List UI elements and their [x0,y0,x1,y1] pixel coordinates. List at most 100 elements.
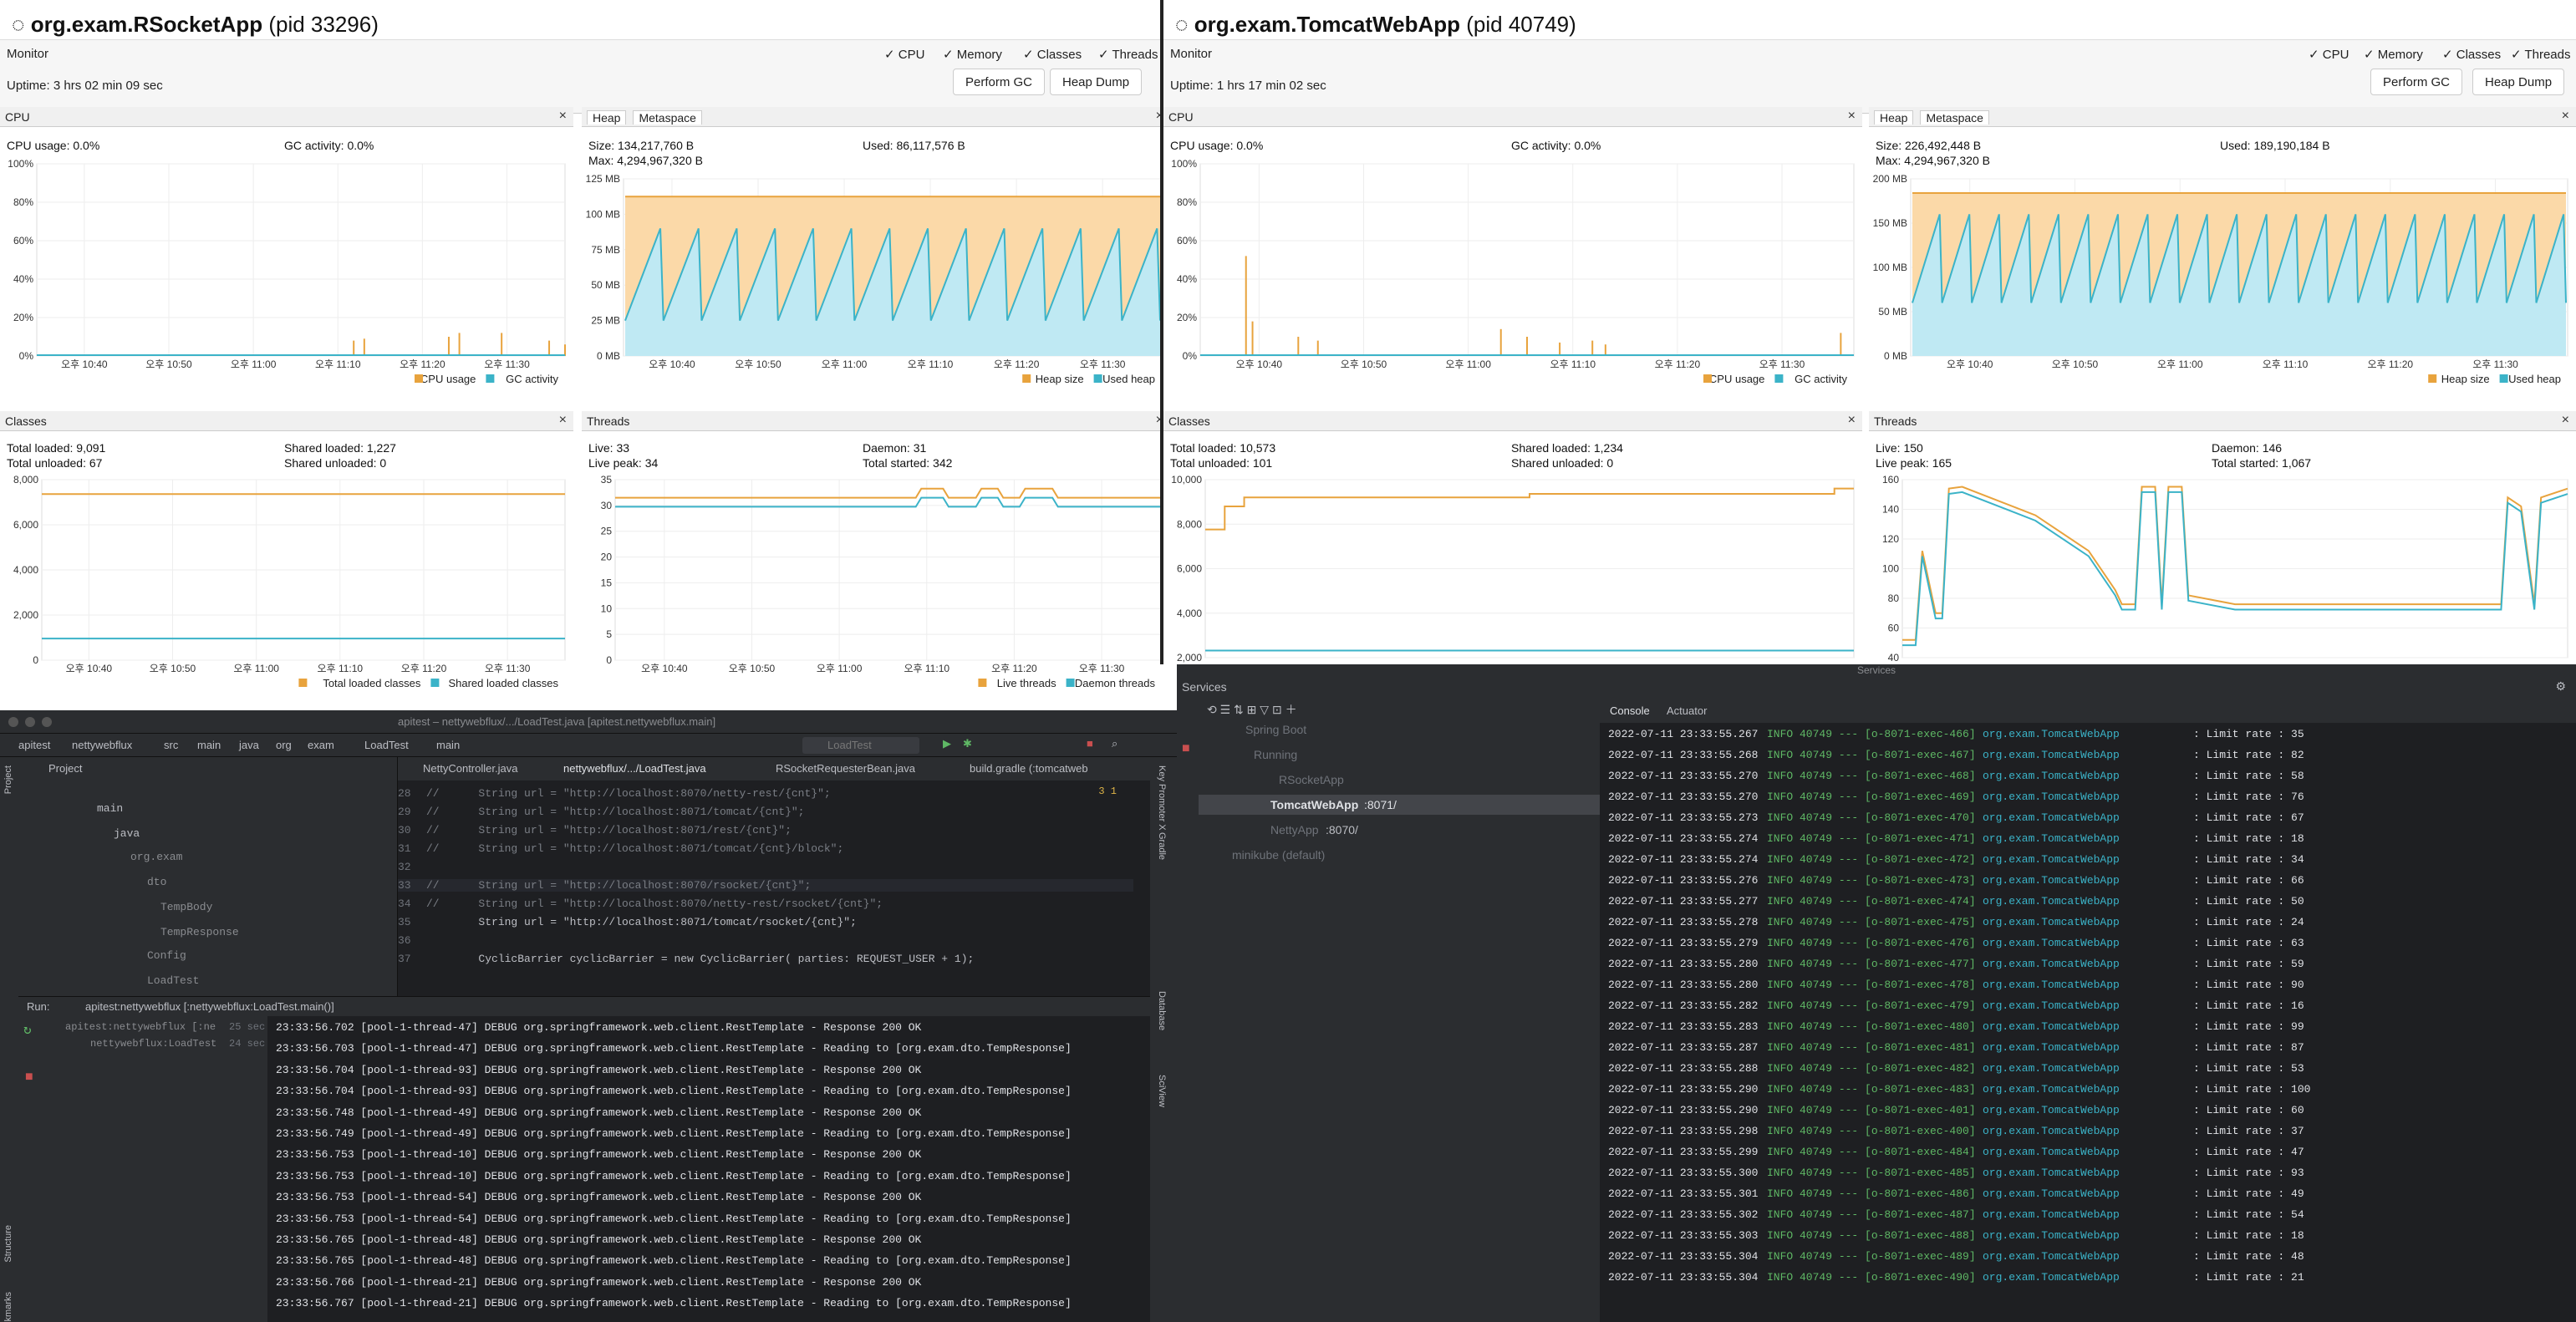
project-panel-title[interactable]: Project [48,762,83,775]
window-zoom-dot[interactable] [42,717,52,727]
tab-console[interactable]: Console [1610,704,1650,717]
tree-item[interactable]: dto [147,876,167,888]
close-icon[interactable]: × [2561,109,2569,123]
perform-gc-button[interactable]: Perform GC [2370,69,2463,95]
code-editor[interactable]: 3 1 28 // String url = "http://localhost:… [398,780,1150,996]
tab-metaspace[interactable]: Metaspace [633,110,702,125]
sciview-tool-label[interactable]: SciView [1157,1075,1167,1107]
tree-item[interactable]: org.exam [130,851,183,863]
breadcrumb-org[interactable]: org [276,739,292,751]
close-icon[interactable]: × [1847,109,1856,123]
perform-gc-button[interactable]: Perform GC [953,69,1046,95]
memory-checkbox[interactable]: ✓ Memory [943,48,1002,62]
debug-icon[interactable]: ✱ [963,737,972,750]
code-line[interactable]: 34 // String url = "http://localhost:8070… [398,897,1133,910]
services-toolbar-icons[interactable]: ⟲ ☰ ⇅ ⊞ ▽ ⊡ ＋ [1207,703,1297,716]
memory-checkbox[interactable]: ✓ Memory [2364,48,2423,62]
code-line[interactable]: 33 // String url = "http://localhost:8070… [398,879,1133,892]
key-promoter-tool-label[interactable]: Key Promoter X [1157,765,1167,831]
project-tool-label[interactable]: Project [3,765,13,795]
code-line[interactable]: 35 String url = "http://localhost:8071/t… [398,916,1133,928]
code-line[interactable]: 32 [398,861,1133,873]
breadcrumb-exam[interactable]: exam [308,739,334,751]
tree-item[interactable]: TempBody [160,901,213,913]
cpu-checkbox[interactable]: ✓ CPU [884,48,925,62]
tree-row[interactable]: Running [1199,745,1600,765]
nettyapp-port[interactable]: :8070/ [1326,823,1358,836]
threads-checkbox[interactable]: ✓ Threads [1098,48,1158,62]
tab-metaspace[interactable]: Metaspace [1920,110,1989,125]
warning-count[interactable]: 3 1 [1098,786,1117,797]
minikube-node[interactable]: minikube (default) [1232,848,1326,862]
classes-checkbox[interactable]: ✓ Classes [2442,48,2502,62]
code-line[interactable]: 37 CyclicBarrier cyclicBarrier = new Cyc… [398,953,1133,965]
tree-item[interactable]: main [97,802,124,815]
tab-build-gradle[interactable]: build.gradle (:tomcatweb [970,762,1088,775]
structure-tool-label[interactable]: Structure [3,1225,13,1263]
tab-loadtest[interactable]: nettywebflux/.../LoadTest.java [563,762,706,775]
tree-item[interactable]: TempResponse [160,926,239,938]
y-tick-label: 2,000 [1177,652,1202,664]
run-tab[interactable]: apitest:nettywebflux [:nettywebflux:Load… [85,1000,334,1013]
tree-row[interactable]: RSocketApp [1199,770,1600,790]
tree-item[interactable]: LoadTest [147,974,200,987]
running-node[interactable]: Running [1254,748,1298,761]
run-config-select[interactable]: LoadTest [802,737,919,754]
cpu-checkbox[interactable]: ✓ CPU [2309,48,2349,62]
breadcrumb-main[interactable]: main [197,739,221,751]
close-icon[interactable]: × [2561,413,2569,427]
threads-checkbox[interactable]: ✓ Threads [2511,48,2571,62]
tab-heap[interactable]: Heap [587,110,627,125]
search-icon[interactable]: ⌕ [1112,737,1118,750]
spring-boot-node[interactable]: Spring Boot [1245,723,1307,736]
tree-row[interactable]: minikube (default) [1199,845,1600,865]
breadcrumb-loadtest[interactable]: LoadTest [364,739,409,751]
rsocketapp-node[interactable]: RSocketApp [1279,773,1344,786]
heap-dump-button[interactable]: Heap Dump [1050,69,1143,95]
run-tree-item[interactable]: apitest:nettywebflux [:ne [65,1021,216,1033]
breadcrumb-src[interactable]: src [164,739,179,751]
tab-nettycontroller[interactable]: NettyController.java [423,762,518,775]
stop-icon[interactable]: ■ [1087,737,1093,750]
breadcrumb-nettywebflux[interactable]: nettywebflux [72,739,133,751]
run-console[interactable]: 23:33:56.702 [pool-1-thread-47] DEBUG or… [269,1016,1138,1322]
close-icon[interactable]: × [1156,413,1163,428]
tab-actuator[interactable]: Actuator [1667,704,1708,717]
tree-row[interactable]: NettyApp :8070/ [1199,820,1600,840]
gear-icon[interactable]: ⚙ [2555,679,2566,693]
breadcrumb-java[interactable]: java [239,739,259,751]
code-line[interactable]: 29 // String url = "http://localhost:8071… [398,806,1133,818]
tab-rsocketrequesterbean[interactable]: RSocketRequesterBean.java [776,762,915,775]
services-console[interactable]: 2022-07-11 23:33:55.267 INFO 40749 --- [o… [1600,723,2576,1322]
nettyapp-node[interactable]: NettyApp [1270,823,1319,836]
breadcrumb-apitest[interactable]: apitest [18,739,51,751]
stop-icon[interactable]: ■ [25,1070,33,1085]
tree-row[interactable]: Spring Boot [1199,719,1600,740]
tomcatwebapp-node[interactable]: TomcatWebApp [1270,798,1359,811]
code-line[interactable]: 31 // String url = "http://localhost:8071… [398,842,1133,855]
code-line[interactable]: 30 // String url = "http://localhost:8071… [398,824,1133,836]
code-line[interactable]: 28 // String url = "http://localhost:8070… [398,787,1133,800]
window-minimize-dot[interactable] [25,717,35,727]
run-icon[interactable]: ▶ [943,737,951,750]
tree-item[interactable]: Config [147,949,186,962]
close-icon[interactable]: × [558,413,567,427]
tomcatwebapp-port[interactable]: :8071/ [1364,798,1397,811]
tree-row-selected[interactable]: TomcatWebApp :8071/ [1199,795,1600,815]
run-tree-item[interactable]: nettywebflux:LoadTest [90,1038,217,1050]
database-tool-label[interactable]: Database [1157,991,1167,1031]
close-icon[interactable]: × [1156,109,1163,124]
tab-heap[interactable]: Heap [1874,110,1914,125]
breadcrumb-main-method[interactable]: main [436,739,461,751]
rerun-icon[interactable]: ↻ [23,1023,32,1038]
tree-item[interactable]: java [114,827,140,840]
stop-icon[interactable]: ■ [1182,741,1190,755]
heap-dump-button[interactable]: Heap Dump [2472,69,2565,95]
bookmarks-tool-label[interactable]: Bookmarks [3,1292,13,1322]
code-line[interactable]: 36 [398,934,1133,947]
window-close-dot[interactable] [8,717,18,727]
classes-checkbox[interactable]: ✓ Classes [1023,48,1082,62]
gradle-tool-label[interactable]: Gradle [1157,832,1167,861]
close-icon[interactable]: × [1847,413,1856,427]
close-icon[interactable]: × [558,109,567,123]
